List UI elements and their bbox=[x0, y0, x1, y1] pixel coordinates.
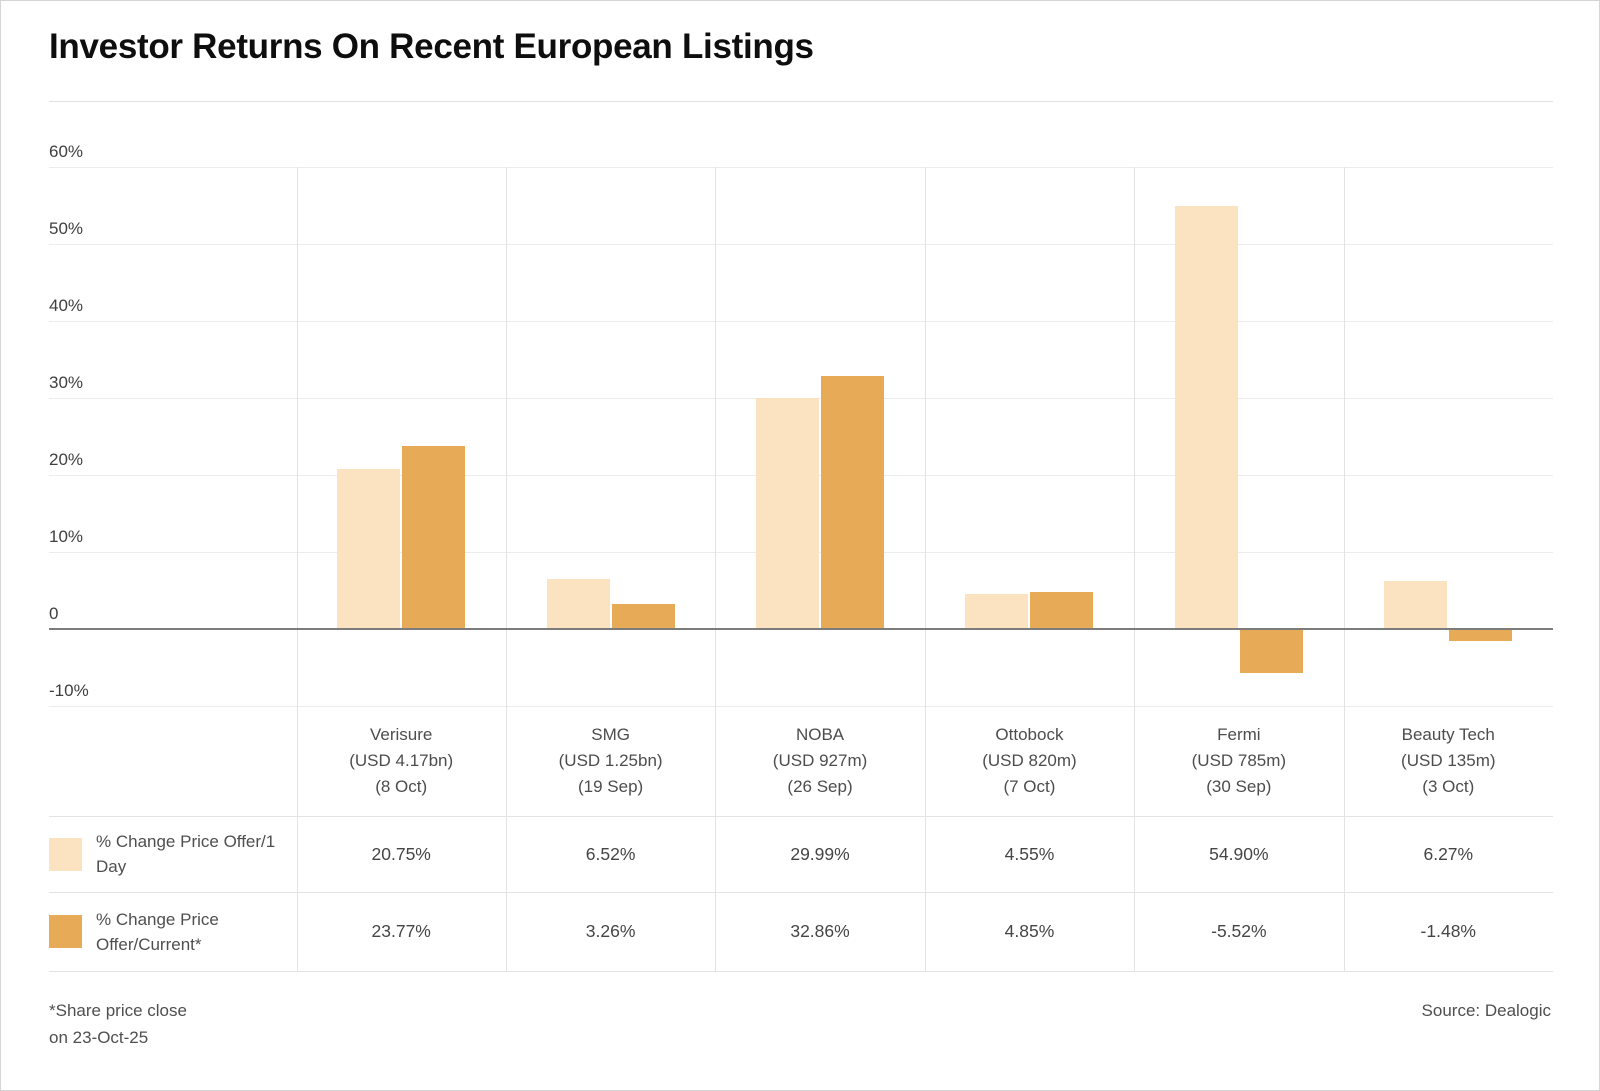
y-tick-label-10%: 10% bbox=[49, 527, 84, 546]
category-label-line: (3 Oct) bbox=[1422, 777, 1475, 796]
bar-offer-current-verisure bbox=[402, 445, 466, 629]
category-label-line: (USD 135m) bbox=[1401, 751, 1496, 770]
value-cell-offer-1-day-smg: 6.52% bbox=[585, 843, 636, 864]
category-label-beauty-tech: Beauty Tech (USD 135m) (3 Oct) bbox=[1344, 706, 1553, 816]
bar-offer-current-smg bbox=[611, 603, 675, 629]
legend-swatch-offer-current bbox=[49, 915, 82, 948]
bar-offer-current-fermi bbox=[1239, 630, 1303, 673]
bar-offer-1-day-verisure bbox=[337, 469, 401, 629]
footnote-line-2: on 23-Oct-25 bbox=[49, 1028, 149, 1047]
category-label-line: (8 Oct) bbox=[375, 777, 428, 796]
legend-label-offer-1-day: % Change Price Offer/1 Day bbox=[96, 832, 276, 876]
category-label-line: (19 Sep) bbox=[578, 777, 644, 796]
bar-offer-current-ottobock bbox=[1030, 591, 1094, 629]
value-cell-offer-current-noba: 32.86% bbox=[790, 921, 850, 941]
legend-label-offer-current: % Change Price Offer/Current* bbox=[96, 909, 219, 954]
column-separator bbox=[296, 167, 298, 971]
bar-offer-1-day-smg bbox=[546, 578, 610, 629]
legend-row-offer-1-day: % Change Price Offer/1 Day bbox=[49, 816, 295, 892]
y-tick-label-20%: 20% bbox=[49, 450, 84, 469]
table-row-border bbox=[49, 816, 1553, 817]
value-cell-offer-current-smg: 3.26% bbox=[585, 921, 636, 941]
value-cell-offer-current-verisure: 23.77% bbox=[371, 921, 431, 941]
category-label-line: (USD 1.25bn) bbox=[558, 751, 663, 770]
zero-axis-line bbox=[49, 628, 1553, 630]
gridline--10% bbox=[49, 706, 1553, 707]
category-label-line: NOBA bbox=[795, 725, 845, 744]
gridline-50% bbox=[49, 244, 1553, 245]
bar-offer-current-noba bbox=[821, 375, 885, 629]
y-tick-label--10%: -10% bbox=[49, 681, 89, 700]
gridline-40% bbox=[49, 321, 1553, 322]
y-tick-label-30%: 30% bbox=[49, 373, 84, 392]
category-label-ottobock: Ottobock (USD 820m) (7 Oct) bbox=[925, 706, 1134, 816]
value-cell-offer-1-day-ottobock: 4.55% bbox=[1004, 843, 1055, 864]
category-label-line: Ottobock bbox=[995, 725, 1064, 744]
bar-offer-1-day-fermi bbox=[1174, 206, 1238, 629]
value-cell-offer-current-beauty-tech: -1.48% bbox=[1420, 921, 1476, 941]
chart-title: Investor Returns On Recent European List… bbox=[49, 27, 814, 66]
table-row-border bbox=[49, 971, 1553, 972]
title-divider bbox=[49, 101, 1553, 102]
bar-offer-current-beauty-tech bbox=[1449, 630, 1513, 642]
category-label-line: Beauty Tech bbox=[1401, 725, 1495, 744]
footnote-line-1: *Share price close bbox=[49, 1001, 187, 1020]
column-separator bbox=[1343, 167, 1345, 971]
category-label-noba: NOBA (USD 927m) (26 Sep) bbox=[715, 706, 924, 816]
category-label-line: (26 Sep) bbox=[787, 777, 853, 796]
y-tick-label-50%: 50% bbox=[49, 219, 84, 238]
category-label-line: (USD 785m) bbox=[1191, 751, 1287, 770]
y-tick-label-60%: 60% bbox=[49, 142, 84, 161]
category-label-verisure: Verisure (USD 4.17bn) (8 Oct) bbox=[297, 706, 506, 816]
table-row-border bbox=[49, 892, 1553, 893]
value-cell-offer-1-day-noba: 29.99% bbox=[790, 843, 850, 864]
column-separator bbox=[505, 167, 507, 971]
column-separator bbox=[1134, 167, 1136, 971]
value-cell-offer-current-fermi: -5.52% bbox=[1211, 921, 1267, 941]
y-tick-label-0: 0 bbox=[49, 604, 59, 623]
category-label-line: (7 Oct) bbox=[1003, 777, 1056, 796]
category-label-smg: SMG (USD 1.25bn) (19 Sep) bbox=[506, 706, 715, 816]
bar-offer-1-day-noba bbox=[756, 398, 820, 629]
value-cell-offer-1-day-fermi: 54.90% bbox=[1209, 843, 1269, 864]
bar-offer-1-day-ottobock bbox=[965, 593, 1029, 629]
source-credit: Source: Dealogic bbox=[1421, 1001, 1551, 1020]
category-label-line: (USD 927m) bbox=[772, 751, 868, 770]
category-label-line: SMG bbox=[591, 725, 630, 744]
category-label-line: Fermi bbox=[1217, 725, 1261, 744]
bar-offer-1-day-beauty-tech bbox=[1384, 580, 1448, 629]
value-cell-offer-1-day-verisure: 20.75% bbox=[371, 843, 431, 864]
footnote: *Share price close on 23-Oct-25 bbox=[49, 997, 187, 1051]
category-label-line: (USD 4.17bn) bbox=[349, 751, 454, 770]
y-tick-label-40%: 40% bbox=[49, 296, 84, 315]
category-label-line: (30 Sep) bbox=[1206, 777, 1272, 796]
gridline-60% bbox=[49, 167, 1553, 168]
value-cell-offer-1-day-beauty-tech: 6.27% bbox=[1423, 843, 1474, 864]
category-label-fermi: Fermi (USD 785m) (30 Sep) bbox=[1134, 706, 1343, 816]
category-label-line: Verisure bbox=[370, 725, 433, 744]
value-cell-offer-current-ottobock: 4.85% bbox=[1004, 921, 1055, 941]
column-separator bbox=[715, 167, 717, 971]
category-label-line: (USD 820m) bbox=[982, 751, 1077, 770]
legend-row-offer-current: % Change Price Offer/Current* bbox=[49, 892, 295, 971]
column-separator bbox=[924, 167, 926, 971]
legend-swatch-offer-1-day bbox=[49, 837, 82, 871]
